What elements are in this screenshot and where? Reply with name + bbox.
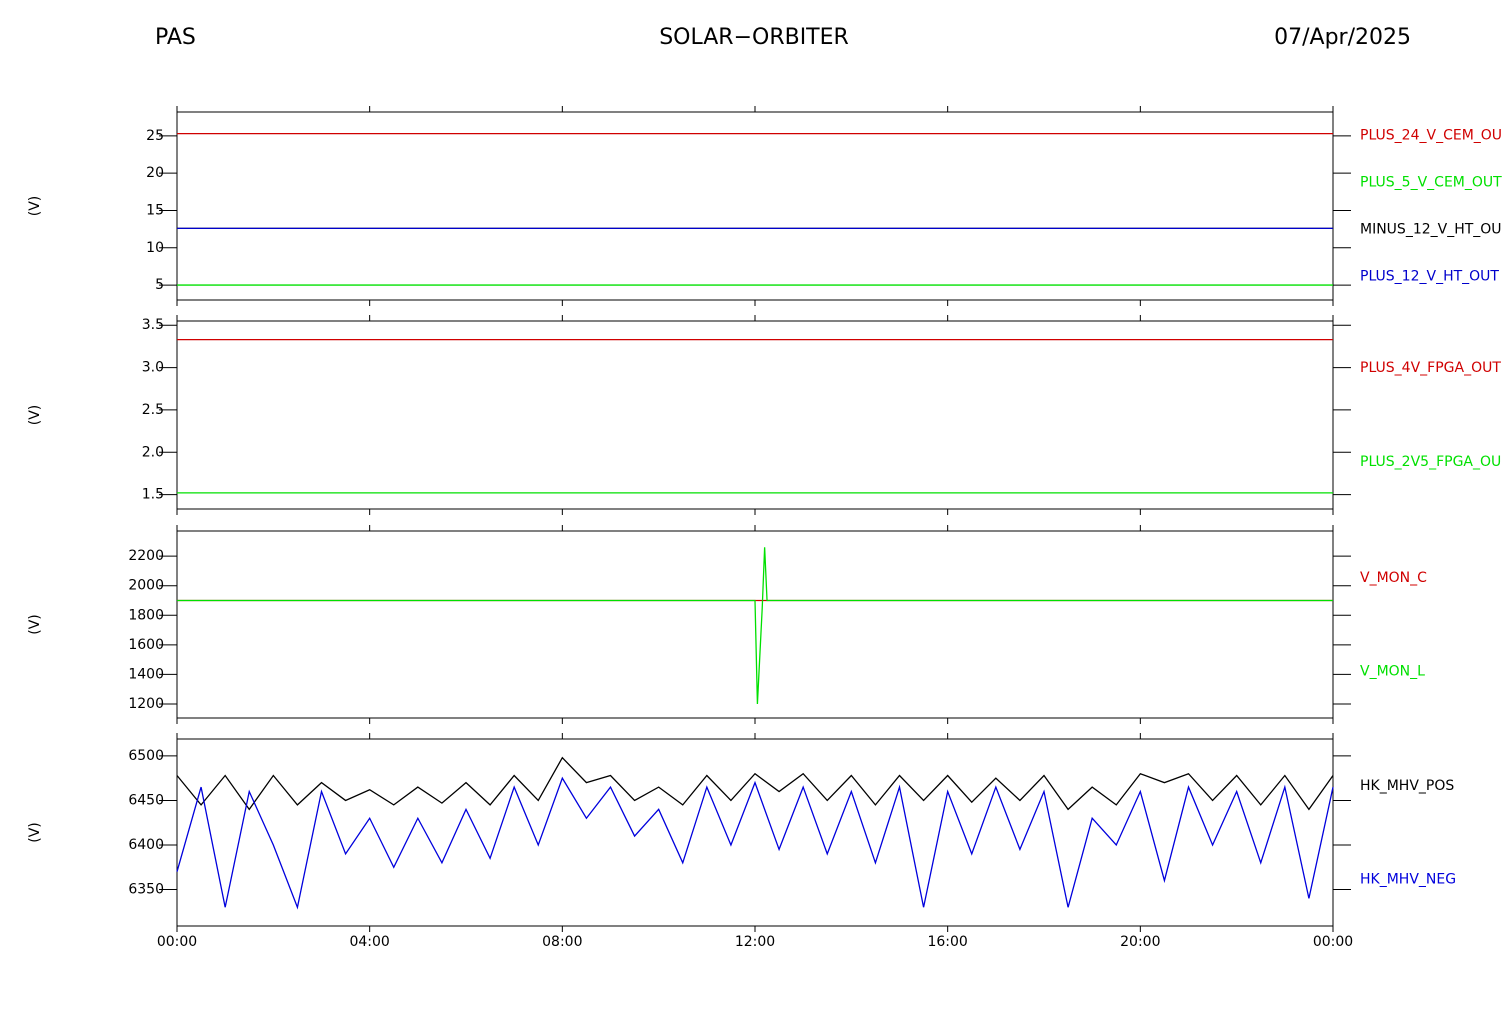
legend-label: V_MON_C	[1360, 570, 1427, 586]
y-tick-label: 25	[146, 128, 164, 144]
y-axis-label: (V)	[27, 196, 43, 217]
y-tick-label: 2200	[128, 548, 164, 564]
legend-label: PLUS_4V_FPGA_OUT	[1360, 360, 1501, 376]
legend-label: V_MON_L	[1360, 663, 1425, 679]
y-axis-label: (V)	[27, 614, 43, 635]
y-tick-label: 1400	[128, 666, 164, 682]
legend-label: HK_MHV_NEG	[1360, 871, 1456, 887]
mission: SOLAR−ORBITER	[659, 25, 849, 50]
y-tick-label: 5	[155, 277, 164, 293]
x-tick-label: 20:00	[1120, 934, 1160, 950]
y-tick-label: 1200	[128, 696, 164, 712]
legend-label: PLUS_24_V_CEM_OU	[1360, 128, 1502, 144]
y-tick-label: 2000	[128, 578, 164, 594]
x-tick-label: 00:00	[157, 934, 197, 950]
y-tick-label: 6350	[128, 881, 164, 897]
x-tick-label: 08:00	[542, 934, 582, 950]
legend-label: HK_MHV_POS	[1360, 778, 1454, 794]
y-tick-label: 2.0	[142, 444, 164, 460]
y-tick-label: 1600	[128, 637, 164, 653]
y-tick-label: 3.0	[142, 360, 164, 376]
y-tick-label: 1.5	[142, 487, 164, 503]
y-tick-label: 20	[146, 165, 164, 181]
x-tick-label: 12:00	[735, 934, 775, 950]
y-tick-label: 6400	[128, 837, 164, 853]
series-line	[176, 776, 1334, 910]
x-tick-label: 16:00	[927, 934, 967, 950]
plot-frame	[176, 738, 1334, 927]
series-line	[177, 547, 1333, 704]
y-tick-label: 10	[146, 240, 164, 256]
y-tick-label: 3.5	[142, 317, 164, 333]
y-axis-label: (V)	[27, 822, 43, 843]
plot-frame	[176, 111, 1334, 301]
y-tick-label: 1800	[128, 607, 164, 623]
plot-frame	[176, 320, 1334, 510]
legend-label: MINUS_12_V_HT_OU	[1360, 222, 1502, 238]
y-tick-label: 6450	[128, 792, 164, 808]
y-tick-label: 15	[146, 202, 164, 218]
y-tick-label: 6500	[128, 748, 164, 764]
x-tick-label: 04:00	[349, 934, 389, 950]
legend-label: PLUS_5_V_CEM_OUT	[1360, 175, 1502, 191]
x-tick-label: 00:00	[1313, 934, 1353, 950]
y-tick-label: 2.5	[142, 402, 164, 418]
legend-label: PLUS_12_V_HT_OUT	[1360, 269, 1499, 285]
y-axis-label: (V)	[27, 405, 43, 426]
series-line	[176, 756, 1334, 811]
instrument: PAS	[155, 25, 196, 50]
date: 07/Apr/2025	[1274, 25, 1411, 50]
legend-label: PLUS_2V5_FPGA_OU	[1360, 454, 1501, 470]
